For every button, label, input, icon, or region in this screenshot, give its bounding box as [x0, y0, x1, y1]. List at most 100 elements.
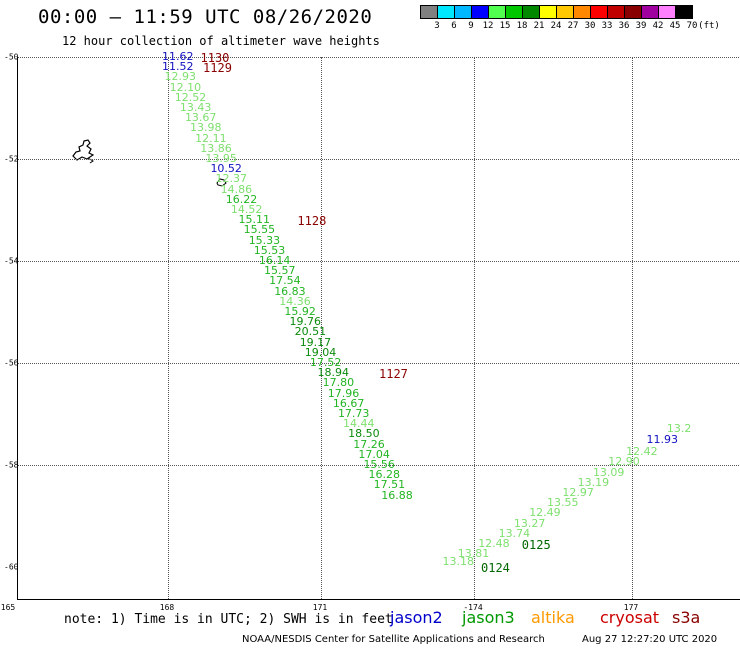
wave-height-label: 15.33: [248, 233, 281, 247]
y-tick-label: -60: [4, 562, 19, 572]
wave-height-label: 16.67: [332, 396, 365, 410]
scale-label: (ft): [698, 21, 720, 31]
lon-gridline: [321, 57, 322, 599]
footer-credit: NOAA/NESDIS Center for Satellite Applica…: [242, 634, 545, 645]
lon-gridline: [474, 57, 475, 599]
scale-swatch: [488, 5, 506, 19]
campbell-island-coastline: [216, 178, 227, 187]
scale-label: 24: [550, 21, 562, 31]
x-tick-label: 177: [623, 603, 639, 612]
wave-height-label: 13.27: [513, 516, 546, 530]
scale-label: 27: [567, 21, 579, 31]
scale-label: 45: [669, 21, 681, 31]
wave-height-label: 16.83: [274, 284, 306, 298]
scale-label: 9: [468, 21, 474, 31]
wave-height-label: 12.10: [169, 80, 202, 94]
wave-height-label: 20.51: [294, 325, 327, 339]
wave-height-label: 13.67: [184, 111, 217, 125]
pass-time-label: 0125: [521, 538, 551, 553]
pass-time-label: 1128: [297, 214, 327, 229]
pass-time-label: 1130: [200, 51, 230, 65]
wave-height-label: 16.88: [381, 488, 413, 502]
wave-height-label: 14.86: [220, 182, 253, 196]
scale-swatch: [454, 5, 472, 19]
scale-swatch: [624, 5, 642, 19]
scale-swatch: [658, 5, 676, 19]
wave-height-label: 17.04: [358, 447, 390, 461]
scale-swatch: [607, 5, 625, 19]
wave-height-label: 12.97: [562, 486, 594, 500]
wave-height-label: 13.95: [205, 152, 237, 165]
wave-height-label: 13.18: [442, 554, 475, 568]
wave-height-label: 10.52: [210, 162, 242, 176]
wave-height-label: 12.37: [215, 172, 248, 186]
scale-label: 30: [584, 21, 596, 31]
y-tick-label: -54: [4, 256, 19, 266]
scale-swatch: [539, 5, 557, 19]
footer-timestamp: Aug 27 12:27:20 UTC 2020: [582, 634, 718, 645]
scale-swatch: [420, 5, 438, 19]
wave-height-label: 17.51: [373, 478, 406, 492]
wave-height-label: 16.14: [258, 254, 291, 267]
wave-height-label: 11.52: [162, 60, 194, 74]
satellite-altika: altika: [531, 608, 575, 627]
auckland-islands-coastline: [72, 139, 95, 164]
scale-label: 42: [652, 21, 664, 31]
scale-label: 70: [686, 21, 698, 31]
satellite-cryosat: cryosat: [600, 608, 660, 627]
wave-height-label: 12.49: [529, 506, 561, 520]
wave-height-label: 12.93: [164, 70, 197, 84]
wave-height-label: 11.62: [162, 50, 194, 63]
map-title: 00:00 — 11:59 UTC 08/26/2020: [38, 6, 373, 28]
lat-gridline: [18, 261, 740, 262]
map-subtitle: 12 hour collection of altimeter wave hei…: [62, 34, 380, 48]
scale-swatch: [573, 5, 591, 19]
wave-height-label: 17.73: [337, 407, 370, 420]
x-tick-label: 168: [159, 603, 175, 612]
scale-label: 36: [618, 21, 630, 31]
wave-height-label: 15.92: [284, 305, 316, 318]
wave-height-label: 13.81: [457, 547, 490, 561]
pass-time-label: 1127: [379, 367, 408, 382]
scale-label: 21: [533, 21, 545, 31]
scale-swatch: [675, 5, 693, 19]
scale-label: 3: [434, 21, 440, 31]
lat-gridline: [18, 363, 740, 364]
wave-height-label: 14.36: [279, 294, 311, 308]
wave-height-label: 16.22: [225, 192, 258, 206]
wave-height-label: 15.57: [264, 264, 296, 278]
wave-height-label: 13.98: [190, 121, 222, 135]
wave-height-label: 18.50: [348, 427, 380, 441]
y-tick-label: -52: [4, 154, 19, 164]
color-scale-labels: 3 6 9 12 15 18 21 24 27 30 33 36 39 42 45 70 (ft): [420, 19, 720, 33]
scale-label: 15: [499, 21, 511, 31]
map-plot-area: [17, 57, 740, 600]
y-tick-label: -58: [4, 460, 19, 470]
wave-height-label: 12.52: [174, 90, 207, 104]
scale-label: 33: [601, 21, 613, 31]
scale-swatch: [505, 5, 523, 19]
wave-height-label: 15.56: [363, 458, 395, 471]
scale-swatch: [590, 5, 608, 19]
wave-height-label: 15.53: [253, 243, 286, 257]
wave-height-label: 13.86: [200, 141, 232, 155]
wave-height-label: 15.11: [238, 213, 271, 227]
wave-height-label: 13.09: [592, 465, 625, 479]
x-tick-label: -174: [463, 603, 483, 612]
lon-gridline: [168, 57, 169, 599]
wave-height-label: 19.04: [304, 345, 337, 359]
scale-label: 18: [516, 21, 528, 31]
wave-height-label: 14.52: [230, 203, 263, 216]
scale-swatch: [437, 5, 455, 19]
color-scale-swatches: [420, 5, 693, 19]
scale-swatch: [556, 5, 574, 19]
satellite-jason3: jason3: [462, 608, 515, 627]
scale-label: 39: [635, 21, 647, 31]
satellite-s3a: s3a: [672, 608, 701, 627]
color-scale-legend: 3 6 9 12 15 18 21 24 27 30 33 36 39 42 45 70 (ft): [420, 5, 720, 33]
wave-height-label: 13.74: [498, 526, 531, 540]
scale-swatch: [641, 5, 659, 19]
wave-height-label: 12.48: [478, 537, 510, 551]
footnote: note: 1) Time is in UTC; 2) SWH is in fe…: [64, 612, 393, 627]
lon-gridline: [632, 57, 633, 599]
